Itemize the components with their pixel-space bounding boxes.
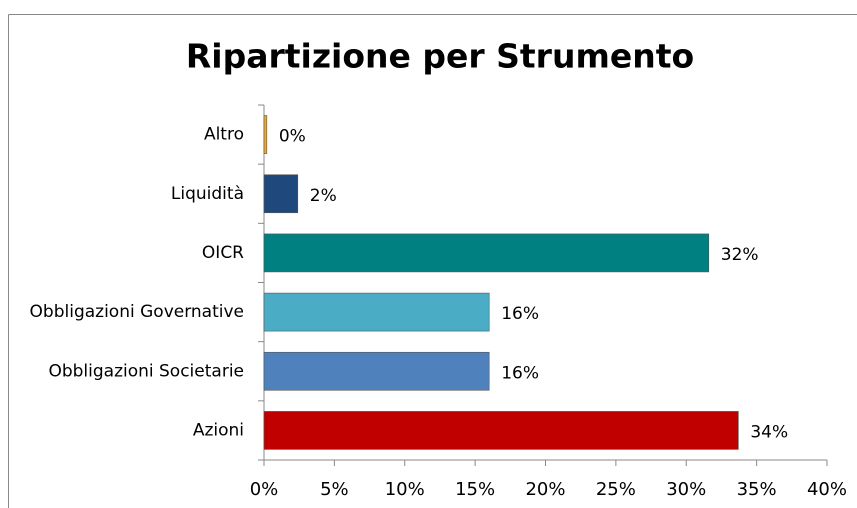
x-tick-label: 25% (596, 479, 636, 500)
value-label: 34% (750, 422, 788, 442)
bar (263, 351, 490, 391)
y-tick-label: Azioni (193, 420, 244, 440)
bar (263, 233, 710, 273)
value-label: 0% (279, 127, 306, 147)
x-tick-label: 0% (250, 479, 279, 500)
x-tick-label: 20% (525, 479, 565, 500)
value-label: 16% (501, 363, 539, 383)
chart-title: Ripartizione per Strumento (186, 37, 694, 76)
bar (263, 115, 268, 154)
x-tick-label: 5% (320, 479, 349, 500)
x-tick-label: 40% (807, 479, 847, 500)
x-tick-label: 35% (737, 479, 777, 500)
value-label: 2% (310, 186, 337, 206)
value-label: 16% (501, 304, 539, 324)
x-tick-label: 30% (666, 479, 706, 500)
y-tick-label: OICR (202, 243, 244, 263)
bar (263, 411, 739, 450)
y-tick-label: Liquidità (171, 184, 244, 204)
y-tick-label: Obbligazioni Societarie (48, 361, 244, 381)
bar (263, 174, 299, 214)
x-tick-label: 15% (455, 479, 495, 500)
value-label: 32% (721, 245, 759, 265)
y-tick-label: Obbligazioni Governative (30, 302, 244, 322)
x-tick-label: 10% (385, 479, 425, 500)
y-tick-label: Altro (204, 125, 244, 145)
bar (263, 292, 490, 332)
